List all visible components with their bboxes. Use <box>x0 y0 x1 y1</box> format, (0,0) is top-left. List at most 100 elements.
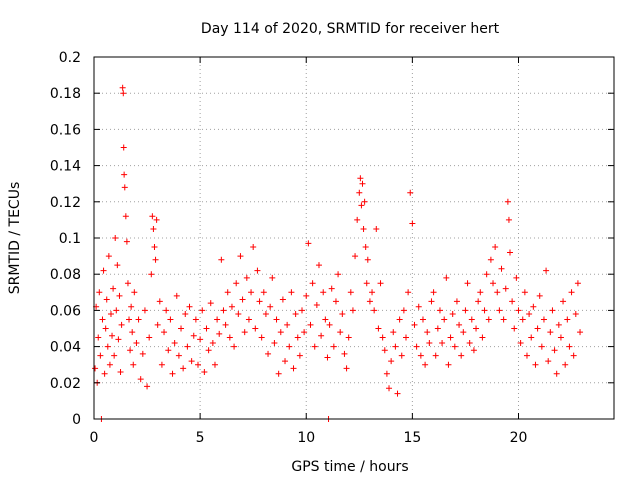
data-point <box>165 347 172 354</box>
data-point <box>500 316 507 323</box>
data-point <box>511 325 518 332</box>
data-point <box>430 289 437 296</box>
data-point <box>171 339 178 346</box>
data-point <box>507 249 513 256</box>
data-point <box>163 307 170 314</box>
data-point <box>130 361 137 368</box>
data-point <box>326 321 333 328</box>
data-point <box>296 352 303 359</box>
data-point <box>119 84 126 91</box>
data-point <box>422 361 429 368</box>
x-tick-label: 10 <box>297 430 315 446</box>
data-point <box>186 303 193 310</box>
data-point <box>201 368 208 375</box>
data-point <box>254 267 261 274</box>
data-point <box>551 347 558 354</box>
data-point <box>451 343 458 350</box>
data-point <box>453 298 460 305</box>
data-point <box>359 180 366 187</box>
data-point <box>158 361 165 368</box>
data-point <box>505 216 512 223</box>
data-point <box>107 311 114 318</box>
data-point <box>545 358 552 365</box>
data-point <box>513 274 520 281</box>
data-point <box>153 216 160 223</box>
data-point <box>149 213 156 220</box>
data-point <box>523 352 530 359</box>
data-point <box>494 289 501 296</box>
data-point <box>99 316 106 323</box>
data-point <box>375 325 382 332</box>
data-point <box>419 316 426 323</box>
data-point <box>262 311 269 318</box>
data-point <box>226 334 233 341</box>
data-point <box>307 321 314 328</box>
data-point <box>409 220 416 227</box>
data-point <box>290 365 297 372</box>
data-point <box>473 325 480 332</box>
data-point <box>564 316 571 323</box>
data-point <box>528 334 535 341</box>
data-point <box>180 365 187 372</box>
data-point <box>148 271 155 278</box>
data-point <box>339 311 346 318</box>
data-point <box>413 343 420 350</box>
data-point <box>241 329 248 336</box>
data-point <box>415 303 422 310</box>
data-point <box>534 325 541 332</box>
data-point <box>126 316 133 323</box>
data-point <box>214 316 221 323</box>
data-point <box>432 352 439 359</box>
data-point <box>96 289 103 296</box>
data-point <box>405 289 412 296</box>
data-point <box>269 274 276 281</box>
data-point <box>526 311 533 318</box>
data-point <box>313 301 320 308</box>
data-point <box>449 311 456 318</box>
data-point <box>485 316 492 323</box>
data-point <box>100 267 107 274</box>
data-point <box>192 316 199 323</box>
data-point <box>481 307 488 314</box>
data-point <box>496 307 503 314</box>
data-point <box>371 307 378 314</box>
data-point <box>543 267 550 274</box>
data-point <box>243 274 250 281</box>
data-point <box>265 350 272 357</box>
data-point <box>252 325 259 332</box>
data-point <box>357 175 364 182</box>
data-point <box>97 352 104 359</box>
data-point <box>205 347 212 354</box>
y-tick-label: 0.18 <box>50 86 81 102</box>
data-point <box>146 334 153 341</box>
x-tick-label: 15 <box>403 430 421 446</box>
y-tick-label: 0.16 <box>50 122 81 138</box>
data-point <box>151 244 158 251</box>
data-point <box>156 298 163 305</box>
data-point <box>141 307 148 314</box>
data-point <box>394 390 401 397</box>
data-point <box>154 321 161 328</box>
data-point <box>109 332 116 339</box>
data-point <box>197 336 204 343</box>
data-point <box>207 300 214 307</box>
data-point <box>557 334 564 341</box>
data-point <box>114 262 121 269</box>
data-point <box>182 311 189 318</box>
data-point <box>209 339 216 346</box>
data-point <box>560 298 567 305</box>
data-point <box>392 343 399 350</box>
data-point <box>175 352 182 359</box>
data-point <box>288 289 295 296</box>
data-point <box>379 334 386 341</box>
data-point <box>275 370 282 377</box>
data-point <box>322 316 329 323</box>
data-point <box>530 303 537 310</box>
data-point <box>203 325 210 332</box>
data-point <box>475 298 482 305</box>
data-point <box>538 343 545 350</box>
data-point <box>284 321 291 328</box>
data-point <box>381 347 388 354</box>
data-point <box>441 316 448 323</box>
data-point <box>377 280 384 287</box>
